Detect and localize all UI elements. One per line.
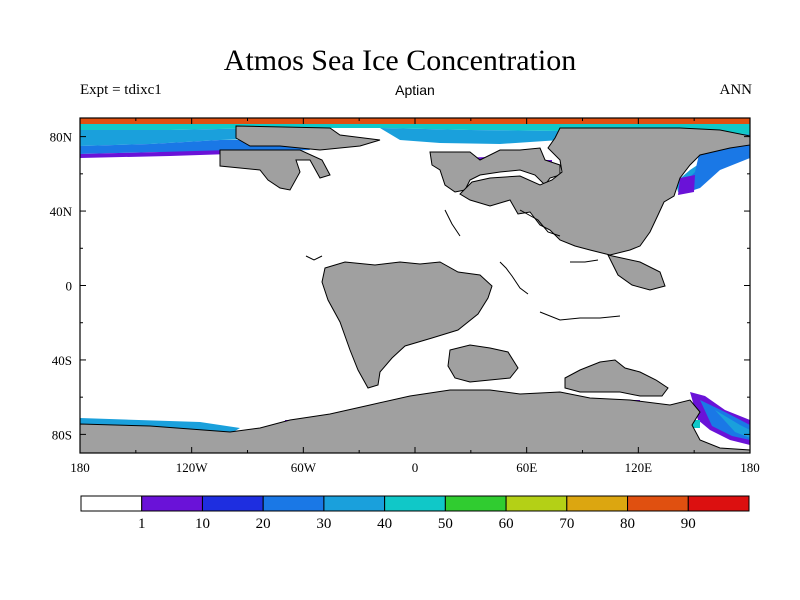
- colorbar-label: 70: [559, 516, 574, 532]
- landmass-eurasia-west: [429, 147, 561, 193]
- lat-tick-label: 80N: [50, 130, 73, 145]
- landmass-arctic-north: [235, 125, 381, 151]
- colorbar-label: 30: [316, 516, 331, 532]
- lat-tick-label: 40S: [52, 353, 72, 368]
- colorbar-swatch: [323, 495, 386, 512]
- colorbar-label: 20: [256, 516, 271, 532]
- colorbar-swatch: [687, 495, 750, 512]
- colorbar-swatch: [201, 495, 264, 512]
- colorbar: 1 10 20 30 40 50 60 70 80 90: [80, 495, 750, 532]
- colorbar-swatch: [80, 495, 143, 512]
- colorbar-swatch: [141, 495, 203, 512]
- colorbar-label: 60: [499, 516, 514, 532]
- lon-tick-label: 120W: [176, 460, 209, 475]
- land-layer: [79, 125, 751, 454]
- landmass-asia: [459, 127, 751, 256]
- island-chain-c: [539, 311, 621, 321]
- period-label: Aptian: [395, 82, 435, 98]
- lon-tick-label: 120E: [625, 460, 653, 475]
- island-chain-a: [499, 261, 529, 295]
- landmass-north-america: [219, 149, 331, 191]
- lon-tick-label: 180: [70, 460, 90, 475]
- colorbar-label: 90: [681, 516, 696, 532]
- colorbar-label: 50: [438, 516, 453, 532]
- colorbar-swatch: [384, 495, 446, 512]
- island-chain-d: [444, 209, 461, 237]
- island-chain-f: [570, 259, 599, 263]
- island-chain-b: [519, 209, 561, 237]
- landmass-australia: [564, 359, 669, 397]
- colorbar-swatch: [262, 495, 325, 512]
- landmass-southeast-asia: [607, 254, 666, 291]
- lon-tick-label: 60E: [516, 460, 537, 475]
- colorbar-label: 80: [620, 516, 635, 532]
- colorbar-swatch: [566, 495, 629, 512]
- landmass-southern-block: [447, 344, 519, 383]
- lon-tick-label: 180: [740, 460, 760, 475]
- colorbar-label: 10: [195, 516, 210, 532]
- map-title: Atmos Sea Ice Concentration: [223, 44, 577, 77]
- axis-ticks: 180 120W 60W 0 60E 120E 180 80N 40N 0 40S 80S: [50, 118, 760, 475]
- lat-tick-label: 40N: [50, 204, 73, 219]
- colorbar-swatch: [444, 495, 507, 512]
- colorbar-label: 40: [377, 516, 392, 532]
- lon-tick-label: 60W: [291, 460, 317, 475]
- season-label: ANN: [719, 82, 753, 98]
- lat-tick-label: 0: [66, 279, 73, 294]
- colorbar-swatch: [627, 495, 689, 512]
- landmass-south-america-africa: [321, 261, 493, 389]
- lon-tick-label: 0: [412, 460, 419, 475]
- experiment-label: Expt = tdixc1: [80, 82, 162, 98]
- lat-tick-label: 80S: [52, 427, 72, 442]
- colorbar-label: 1: [138, 516, 146, 532]
- islands-layer: [305, 209, 621, 321]
- island-chain-e: [305, 255, 323, 261]
- landmass-antarctica: [79, 389, 751, 454]
- map-area: 180 120W 60W 0 60E 120E 180 80N 40N 0 40S 80S: [50, 117, 760, 475]
- colorbar-swatch: [505, 495, 568, 512]
